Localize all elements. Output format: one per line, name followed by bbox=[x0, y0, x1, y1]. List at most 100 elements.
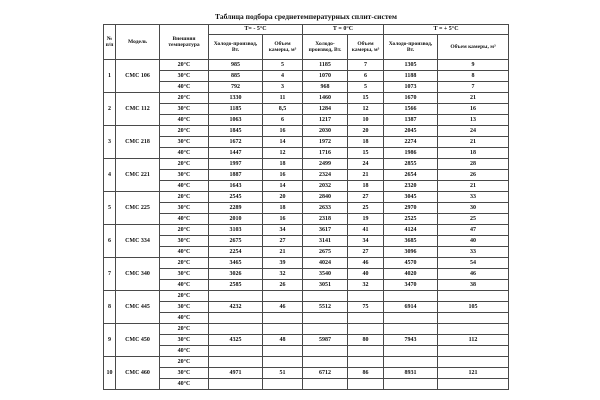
value-cell: 1460 bbox=[302, 92, 348, 104]
row-number-cell: 7 bbox=[103, 257, 116, 291]
value-cell: 968 bbox=[302, 81, 348, 93]
row-number-cell: 2 bbox=[103, 92, 116, 126]
value-cell: 4024 bbox=[302, 257, 348, 269]
value-cell bbox=[208, 290, 263, 302]
ext-temp-cell: 30°С bbox=[159, 268, 209, 280]
value-cell: 985 bbox=[208, 59, 263, 71]
value-cell: 15 bbox=[347, 147, 384, 159]
value-cell: 4 bbox=[262, 70, 303, 82]
value-cell: 2289 bbox=[208, 202, 263, 214]
value-cell bbox=[302, 290, 348, 302]
value-cell: 792 bbox=[208, 81, 263, 93]
value-cell: 1972 bbox=[302, 136, 348, 148]
value-cell: 32 bbox=[347, 279, 384, 291]
value-cell: 2318 bbox=[302, 213, 348, 225]
ext-temp-cell: 20°С bbox=[159, 257, 209, 269]
value-cell: 1073 bbox=[383, 81, 438, 93]
header-cold-capacity-zero: Холодо-производ, Вт. bbox=[302, 34, 348, 60]
value-cell bbox=[208, 378, 263, 390]
row-number-cell: 5 bbox=[103, 191, 116, 225]
value-cell: 26 bbox=[436, 169, 510, 181]
table-row: 40°С bbox=[104, 312, 510, 324]
value-cell: 34 bbox=[262, 224, 303, 236]
value-cell: 16 bbox=[262, 169, 303, 181]
header-row-subcolumns: Холодо-производ, Вт. Объем камеры, м³ Хо… bbox=[104, 34, 510, 60]
value-cell bbox=[347, 323, 384, 335]
value-cell: 46 bbox=[262, 301, 303, 313]
ext-temp-cell: 40°С bbox=[159, 147, 209, 159]
value-cell: 2970 bbox=[383, 202, 438, 214]
model-cell: СМС 450 bbox=[115, 323, 160, 357]
value-cell bbox=[347, 378, 384, 390]
value-cell: 28 bbox=[436, 158, 510, 170]
header-chamber-volume-zero: Объем камеры, м³ bbox=[347, 34, 384, 60]
value-cell: 5 bbox=[347, 81, 384, 93]
model-cell: СМС 225 bbox=[115, 191, 160, 225]
value-cell bbox=[383, 356, 438, 368]
value-cell: 27 bbox=[347, 191, 384, 203]
table-row: 40°С 1063 6 1217 10 1387 13 bbox=[104, 114, 510, 126]
value-cell bbox=[262, 312, 303, 324]
table-row: 10 СМС 460 20°С bbox=[103, 356, 510, 390]
value-cell bbox=[383, 312, 438, 324]
value-cell: 18 bbox=[347, 136, 384, 148]
value-cell: 41 bbox=[347, 224, 384, 236]
ext-temp-cell: 20°С bbox=[159, 59, 209, 71]
value-cell bbox=[383, 378, 438, 390]
value-cell: 3141 bbox=[302, 235, 348, 247]
value-cell: 26 bbox=[262, 279, 303, 291]
row-number-cell: 4 bbox=[103, 158, 116, 192]
model-cell: СМС 334 bbox=[115, 224, 160, 258]
value-cell: 1188 bbox=[383, 70, 438, 82]
ext-temp-cell: 40°С bbox=[159, 246, 209, 258]
value-cell: 2032 bbox=[302, 180, 348, 192]
value-cell: 24 bbox=[347, 158, 384, 170]
value-cell: 1305 bbox=[383, 59, 438, 71]
value-cell: 105 bbox=[436, 301, 510, 313]
value-cell: 3465 bbox=[208, 257, 263, 269]
ext-temp-cell: 40°С bbox=[159, 114, 209, 126]
table-row: 6 СМС 334 20°С 3103 34 3617 41 4124 47 bbox=[103, 224, 510, 258]
value-cell: 25 bbox=[436, 213, 510, 225]
ext-temp-cell: 30°С bbox=[159, 202, 209, 214]
row-number-cell: 1 bbox=[103, 59, 116, 93]
table-body: 1 СМС 106 20°С 985 5 1185 7 1305 9 30°С 885 4 1070 6 1… bbox=[103, 59, 510, 390]
value-cell bbox=[383, 290, 438, 302]
ext-temp-cell: 20°С bbox=[159, 323, 209, 335]
value-cell: 47 bbox=[436, 224, 510, 236]
value-cell: 2675 bbox=[302, 246, 348, 258]
value-cell: 14 bbox=[262, 180, 303, 192]
table-row: 4 СМС 221 20°С 1997 18 2499 24 2855 28 bbox=[103, 158, 510, 192]
header-temp-plus5: Т = + 5°С bbox=[382, 24, 510, 35]
value-cell: 6914 bbox=[383, 301, 438, 313]
ext-temp-cell: 40°С bbox=[159, 180, 209, 192]
table-row: 30°С 4971 51 6712 86 8931 121 bbox=[104, 367, 510, 379]
value-cell: 4232 bbox=[208, 301, 263, 313]
value-cell: 1716 bbox=[302, 147, 348, 159]
value-cell: 48 bbox=[262, 334, 303, 346]
value-cell: 15 bbox=[347, 92, 384, 104]
value-cell: 12 bbox=[262, 147, 303, 159]
table-container: Таблица подбора среднетемпературных спли… bbox=[103, 12, 510, 390]
header-model: Модель bbox=[115, 24, 160, 60]
value-cell bbox=[208, 356, 263, 368]
value-cell: 3470 bbox=[383, 279, 438, 291]
value-cell: 21 bbox=[436, 136, 510, 148]
header-row-number: № п/п bbox=[103, 24, 116, 60]
value-cell: 112 bbox=[436, 334, 510, 346]
value-cell: 4971 bbox=[208, 367, 263, 379]
header-cold-capacity-plus5: Холодо-производ, Вт. bbox=[383, 34, 438, 60]
ext-temp-cell: 40°С bbox=[159, 378, 209, 390]
ext-temp-cell: 30°С bbox=[159, 136, 209, 148]
value-cell: 1670 bbox=[383, 92, 438, 104]
value-cell: 33 bbox=[436, 191, 510, 203]
value-cell bbox=[436, 290, 510, 302]
row-number-cell: 6 bbox=[103, 224, 116, 258]
value-cell: 2254 bbox=[208, 246, 263, 258]
value-cell: 2320 bbox=[383, 180, 438, 192]
table-row: 30°С 3026 32 3540 40 4020 46 bbox=[104, 268, 510, 280]
ext-temp-cell: 40°С bbox=[159, 279, 209, 291]
table-row: 40°С 2585 26 3051 32 3470 38 bbox=[104, 279, 510, 291]
row-number-cell: 10 bbox=[103, 356, 116, 390]
